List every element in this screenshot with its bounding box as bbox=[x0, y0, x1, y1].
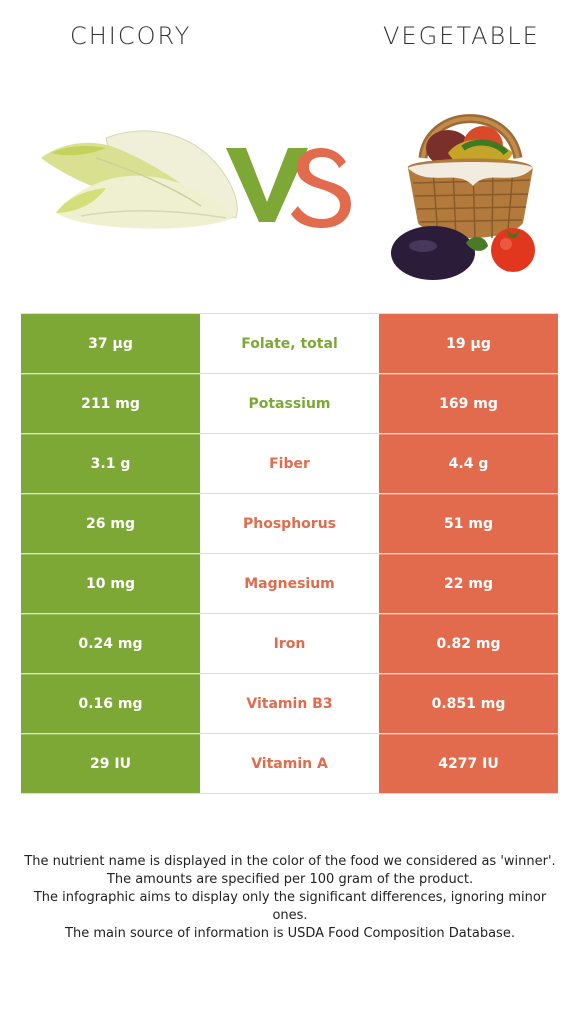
right-value-cell: 4277 IU bbox=[379, 734, 558, 793]
right-value-cell: 19 µg bbox=[379, 314, 558, 373]
right-food-title: VEGETABLE bbox=[383, 22, 540, 50]
table-row: 0.24 mg Iron 0.82 mg bbox=[21, 614, 558, 674]
nutrient-name-cell: Potassium bbox=[200, 374, 379, 433]
chicory-image bbox=[41, 130, 238, 229]
left-value-cell: 211 mg bbox=[21, 374, 200, 433]
left-value-cell: 29 IU bbox=[21, 734, 200, 793]
left-value-cell: 3.1 g bbox=[21, 434, 200, 493]
nutrient-name-cell: Fiber bbox=[200, 434, 379, 493]
right-value-cell: 0.82 mg bbox=[379, 614, 558, 673]
comparison-table: 37 µg Folate, total 19 µg 211 mg Potassium 16… bbox=[21, 313, 558, 794]
footnotes: The nutrient name is displayed in the co… bbox=[22, 853, 558, 943]
table-row: 3.1 g Fiber 4.4 g bbox=[21, 434, 558, 494]
nutrient-name-cell: Vitamin A bbox=[200, 734, 379, 793]
left-food-title: CHICORY bbox=[70, 22, 192, 50]
table-row: 211 mg Potassium 169 mg bbox=[21, 374, 558, 434]
table-row: 37 µg Folate, total 19 µg bbox=[21, 314, 558, 374]
nutrient-name-cell: Phosphorus bbox=[200, 494, 379, 553]
left-value-cell: 0.16 mg bbox=[21, 674, 200, 733]
nutrient-name-cell: Iron bbox=[200, 614, 379, 673]
right-value-cell: 169 mg bbox=[379, 374, 558, 433]
left-value-cell: 0.24 mg bbox=[21, 614, 200, 673]
footnote: The main source of information is USDA F… bbox=[65, 926, 515, 941]
table-row: 0.16 mg Vitamin B3 0.851 mg bbox=[21, 674, 558, 734]
footnote: The nutrient name is displayed in the co… bbox=[24, 854, 556, 869]
right-value-cell: 0.851 mg bbox=[379, 674, 558, 733]
right-value-cell: 51 mg bbox=[379, 494, 558, 553]
vs-label bbox=[226, 148, 351, 228]
footnote: The amounts are specified per 100 gram o… bbox=[106, 872, 474, 887]
right-value-cell: 22 mg bbox=[379, 554, 558, 613]
left-value-cell: 26 mg bbox=[21, 494, 200, 553]
left-value-cell: 37 µg bbox=[21, 314, 200, 373]
nutrient-name-cell: Folate, total bbox=[200, 314, 379, 373]
nutrient-name-cell: Magnesium bbox=[200, 554, 379, 613]
nutrient-name-cell: Vitamin B3 bbox=[200, 674, 379, 733]
table-row: 10 mg Magnesium 22 mg bbox=[21, 554, 558, 614]
table-row: 26 mg Phosphorus 51 mg bbox=[21, 494, 558, 554]
right-value-cell: 4.4 g bbox=[379, 434, 558, 493]
table-row: 29 IU Vitamin A 4277 IU bbox=[21, 734, 558, 794]
left-value-cell: 10 mg bbox=[21, 554, 200, 613]
vegetable-basket-image bbox=[391, 114, 535, 280]
footnote: The infographic aims to display only the… bbox=[33, 890, 547, 923]
